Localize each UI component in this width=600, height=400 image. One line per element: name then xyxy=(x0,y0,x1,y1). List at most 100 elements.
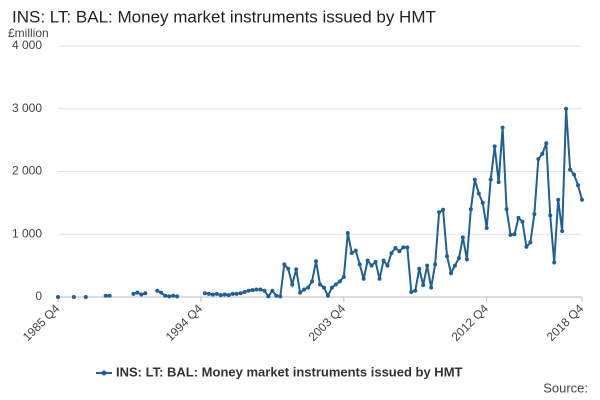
point xyxy=(524,244,529,249)
point xyxy=(369,263,374,268)
point xyxy=(449,271,453,276)
point xyxy=(456,256,461,261)
legend-label: INS: LT: BAL: Money market instruments i… xyxy=(116,364,463,379)
point xyxy=(294,267,299,272)
point xyxy=(492,144,497,149)
point xyxy=(460,235,465,240)
point xyxy=(560,229,565,234)
point xyxy=(397,249,402,254)
y-tick-label: 0 xyxy=(35,289,42,303)
point xyxy=(349,251,354,256)
point xyxy=(496,180,501,185)
point xyxy=(321,285,326,290)
point xyxy=(230,291,235,296)
point xyxy=(536,156,541,161)
point xyxy=(345,230,350,235)
point xyxy=(274,293,279,298)
point xyxy=(337,279,342,284)
point xyxy=(417,266,422,271)
point xyxy=(520,219,525,224)
point xyxy=(464,257,469,262)
point xyxy=(175,294,180,299)
point xyxy=(576,183,581,188)
point xyxy=(361,276,366,281)
point xyxy=(445,254,450,259)
point xyxy=(441,207,446,212)
point xyxy=(329,285,334,290)
point xyxy=(290,282,295,287)
point xyxy=(242,289,247,294)
point xyxy=(401,245,406,250)
point xyxy=(377,276,382,281)
point xyxy=(544,141,549,146)
point xyxy=(258,287,263,292)
point xyxy=(552,260,557,265)
point xyxy=(488,177,493,182)
point xyxy=(206,291,211,296)
point xyxy=(425,263,430,268)
point xyxy=(556,197,561,202)
point xyxy=(298,290,303,295)
point xyxy=(484,225,489,230)
point xyxy=(143,291,148,296)
point xyxy=(167,294,172,299)
point xyxy=(564,106,569,111)
point xyxy=(135,290,140,295)
point xyxy=(532,212,537,217)
point xyxy=(572,172,577,177)
point xyxy=(433,262,438,267)
point xyxy=(155,288,160,293)
point xyxy=(202,291,207,296)
point xyxy=(318,282,322,287)
point xyxy=(568,167,573,172)
point xyxy=(246,288,251,293)
point xyxy=(389,251,394,256)
point xyxy=(357,262,362,267)
point xyxy=(262,288,267,293)
point xyxy=(409,289,414,294)
point xyxy=(159,290,164,295)
point xyxy=(504,207,509,212)
point xyxy=(508,232,513,237)
point xyxy=(214,291,219,296)
point xyxy=(413,288,418,293)
point xyxy=(540,151,545,156)
chart-title: INS: LT: BAL: Money market instruments i… xyxy=(12,7,436,26)
point xyxy=(131,291,136,296)
point xyxy=(278,294,283,299)
source: Source: xyxy=(543,380,588,395)
point xyxy=(472,177,477,182)
legend-marker xyxy=(101,370,107,376)
point xyxy=(163,293,168,298)
x-tick-label: 1985 Q4 xyxy=(20,301,63,344)
point xyxy=(437,210,442,215)
point xyxy=(548,213,553,218)
point xyxy=(512,232,517,237)
point xyxy=(234,291,239,296)
x-tick-label: 2018 Q4 xyxy=(544,301,587,344)
point xyxy=(333,282,338,287)
point xyxy=(341,274,346,279)
point xyxy=(373,259,378,264)
point xyxy=(286,266,291,271)
point xyxy=(580,197,584,202)
point xyxy=(393,246,398,251)
point xyxy=(302,287,307,292)
y-axis-label: £million xyxy=(8,26,49,40)
point xyxy=(71,295,76,299)
point xyxy=(468,207,473,212)
point xyxy=(103,293,108,298)
point xyxy=(171,293,176,298)
point xyxy=(282,262,287,267)
point xyxy=(210,292,215,297)
point xyxy=(365,258,370,263)
point xyxy=(528,240,533,245)
point xyxy=(452,263,457,268)
point xyxy=(222,292,227,297)
point xyxy=(139,292,144,297)
point xyxy=(218,293,223,298)
point xyxy=(266,294,271,299)
point xyxy=(353,248,358,253)
point xyxy=(429,285,434,290)
